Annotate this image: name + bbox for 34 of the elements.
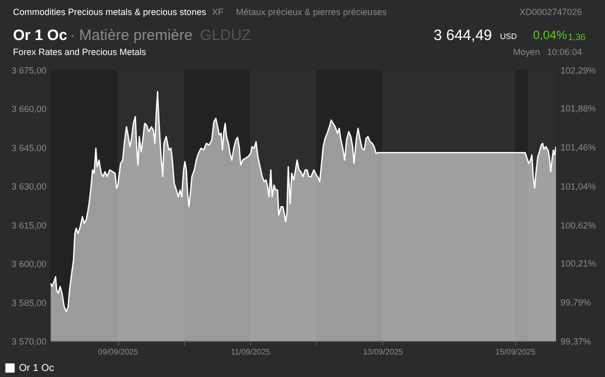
- y2-tick-label: 100,62%: [560, 220, 596, 230]
- y-tick-label: 3 645,00: [11, 142, 46, 153]
- text: 0,04%: [533, 28, 568, 42]
- text: 1,36: [568, 32, 586, 42]
- y2-tick-label: 100,21%: [560, 258, 596, 269]
- y-tick-label: 3 615,00: [11, 220, 46, 230]
- y2-tick-label: 99,37%: [560, 336, 592, 346]
- x-tick-label: 09/09/2025: [98, 348, 139, 356]
- text: 3 644,49: [434, 27, 492, 44]
- x-tick-label: 15/09/2025: [495, 348, 536, 356]
- y-tick-label: 3 570,00: [11, 336, 46, 346]
- text: Commodities Precious metals & precious stones: [13, 7, 207, 17]
- x-tick-label: 11/09/2025: [230, 348, 271, 356]
- text: XD0002747026: [519, 7, 582, 17]
- text: XF: [212, 7, 224, 17]
- y2-tick-label: 99,79%: [560, 298, 592, 308]
- y-tick-label: 3 600,00: [11, 259, 46, 270]
- y2-tick-label: 102,29%: [560, 66, 596, 76]
- text: Métaux précieux & pierres précieuses: [236, 7, 388, 17]
- text: 10:06:04: [546, 47, 582, 57]
- y2-tick-label: 101,46%: [560, 142, 596, 153]
- legend-label: Or 1 Oc: [19, 363, 54, 374]
- chart-subtitle: Forex Rates and Precious Metals: [13, 47, 147, 57]
- y-tick-label: 3 660,00: [11, 104, 46, 114]
- chart-title: Or 1 Oc: [13, 27, 68, 44]
- y-tick-label: 3 630,00: [11, 182, 46, 192]
- text: Moyen: [513, 47, 540, 57]
- text: USD: [500, 32, 518, 41]
- y2-tick-label: 101,04%: [560, 182, 596, 192]
- x-tick-label: 13/09/2025: [362, 348, 404, 356]
- y2-tick-label: 101,88%: [560, 104, 596, 114]
- y-tick-label: 3 585,00: [11, 298, 46, 308]
- text: · Matière première: [70, 27, 193, 44]
- y-tick-label: 3 675,00: [11, 66, 46, 76]
